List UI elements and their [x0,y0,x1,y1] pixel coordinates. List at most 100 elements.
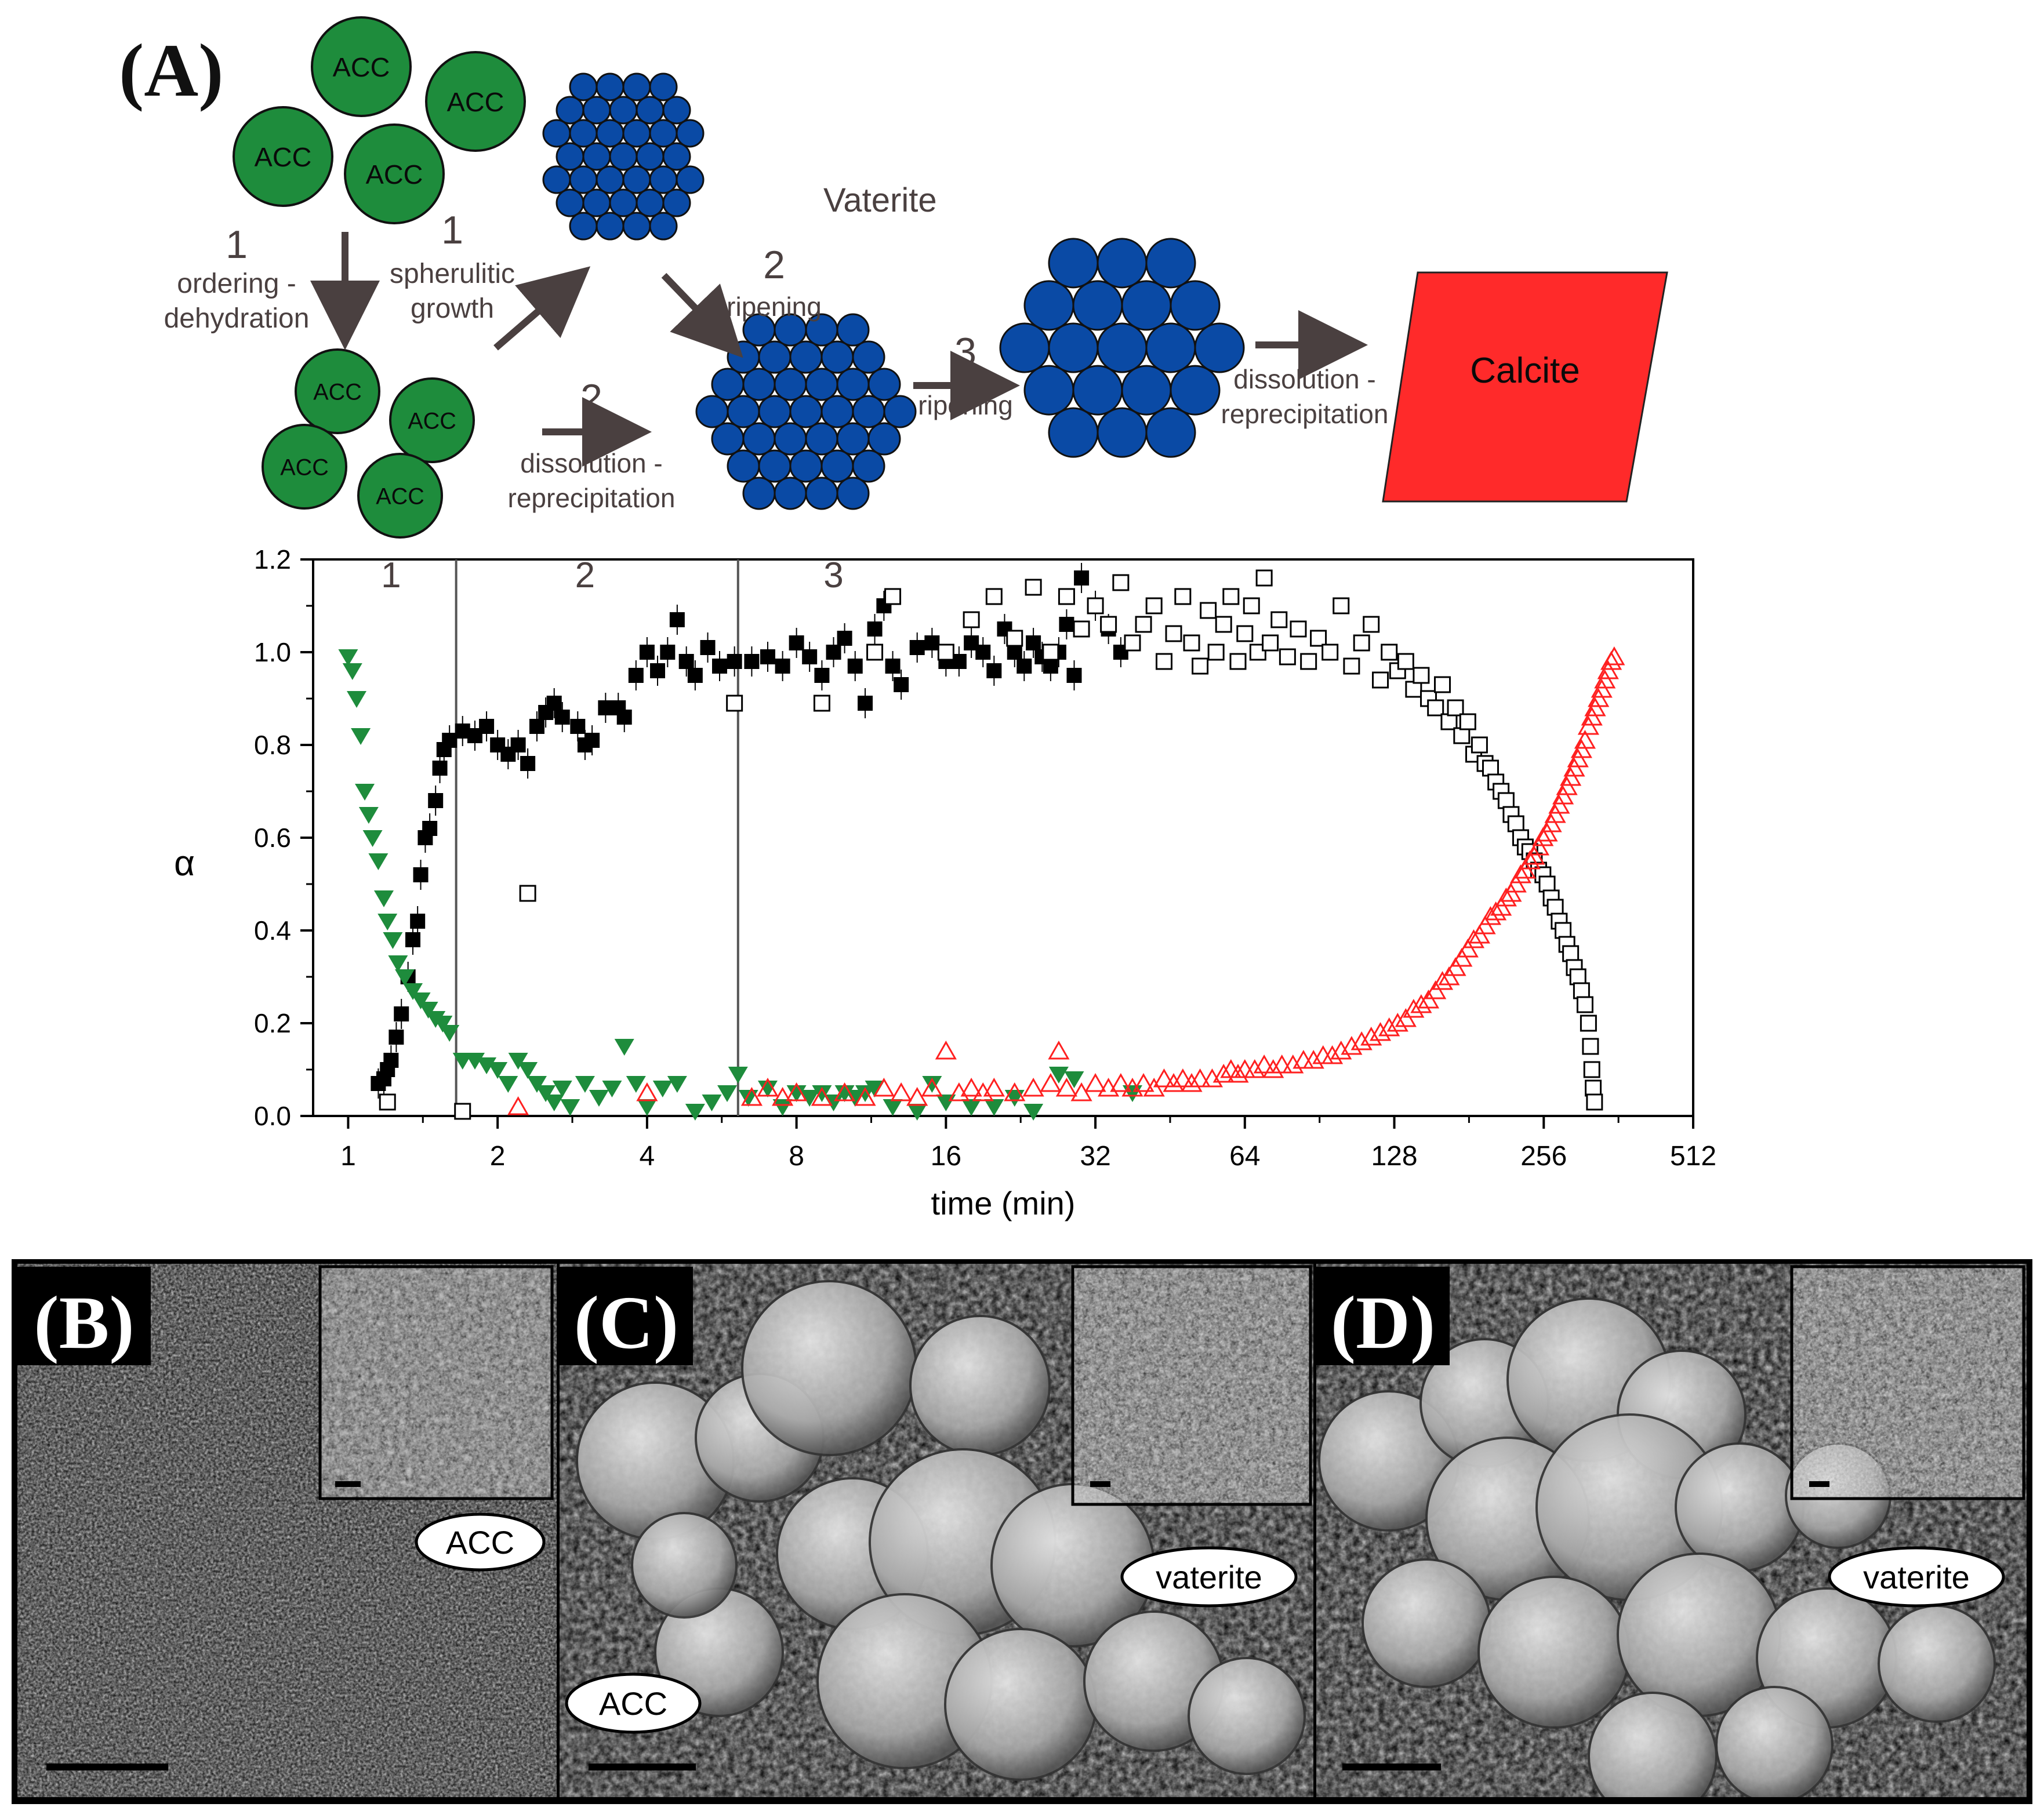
step-dissolution-calcite-line1: dissolution - [1233,364,1375,394]
data-point [433,1016,453,1032]
data-point [907,1104,927,1121]
panel-b-inset-frame [318,1265,554,1500]
data-point [1440,713,1458,730]
y-tick-label: 0.6 [254,823,291,853]
data-point [575,1076,595,1093]
data-point [1509,864,1532,883]
vaterite-spheres-c [576,1280,1306,1781]
data-point [800,1090,820,1107]
data-point [1043,659,1058,674]
data-point [1569,968,1586,986]
data-point [823,1095,844,1111]
data-point [1500,882,1522,902]
data-point [1451,947,1473,967]
vaterite-label: Vaterite [823,181,937,219]
vaterite-subunit [649,119,678,148]
data-point [1153,1068,1175,1088]
data-point [454,1103,471,1120]
vaterite-subunit [789,449,823,483]
data-point [1453,727,1471,744]
data-point [837,631,852,646]
data-point [885,659,901,674]
data-point [1573,982,1590,999]
vaterite-subunit [1097,322,1148,373]
data-point [347,691,367,708]
calcite-label: Calcite [1470,351,1580,391]
vaterite-subunit [676,119,705,148]
y-axis-ticks: 0.0 0.2 0.4 0.6 0.8 1.0 1.2 [254,544,313,1131]
data-point [464,1053,485,1070]
data-point [1431,970,1454,990]
data-point [1462,929,1485,948]
vaterite-subunit [1097,238,1148,289]
data-point [1546,899,1564,916]
vaterite-subunit [609,96,638,125]
vaterite-subunit [556,96,584,125]
data-point [552,1081,572,1097]
panel-d-micrograph [1316,1264,2027,1797]
panel-b-scalebar [46,1764,168,1770]
data-point [1562,945,1580,962]
data-point [377,914,398,930]
step-dissolution-2-line2: reprecipitation [508,483,676,513]
data-point [1378,1017,1400,1037]
vaterite-subunit [1048,322,1099,373]
data-point [1585,1079,1602,1097]
vaterite-subunit [582,96,611,125]
data-point [1514,859,1537,879]
stage-label: 1 [381,555,401,595]
vaterite-subunit [789,340,823,374]
data-point [1548,794,1570,814]
data-point [554,710,570,725]
data-point [717,1085,738,1102]
data-point [368,853,389,870]
data-point [1584,697,1606,717]
data-point [1155,653,1172,670]
data-point [1243,597,1260,615]
data-point [1025,579,1042,596]
data-point [1143,1077,1165,1097]
step-ripening-2-line1: ripening [727,292,822,322]
data-point [1505,873,1527,893]
data-point [1574,729,1596,749]
data-point [986,663,1002,678]
vaterite-subunit [569,212,598,241]
data-point [1353,634,1370,652]
vaterite-sphere [909,1315,1051,1456]
data-point [570,719,586,734]
data-point [740,1086,763,1106]
panel-d-inset [1792,1267,2024,1499]
data-point [984,1099,1004,1116]
series-filled-triangle-down [338,649,1142,1121]
data-point [1064,1071,1084,1088]
data-point [866,643,884,661]
data-point [338,649,358,666]
stage-lines [455,559,739,1116]
data-point [1174,588,1192,605]
data-point [362,830,383,847]
vaterite-sphere [944,1628,1097,1781]
data-point [1321,643,1339,661]
data-point [1527,836,1550,856]
acc-badge-c-text: ACC [599,1685,667,1722]
data-point [702,1095,722,1111]
data-point [440,1025,460,1042]
data-point [1544,803,1566,823]
data-point [602,1081,622,1097]
data-point [1271,1054,1293,1074]
data-point [1591,678,1613,698]
vaterite-subunit [1170,365,1221,416]
data-point [1048,1040,1070,1060]
data-point [432,761,448,776]
panel-label-c: (C) [574,1281,678,1365]
vaterite-subunit [622,72,651,101]
data-point [388,955,408,972]
vaterite-subunit [569,165,598,194]
acc-particle-label: ACC [280,454,329,480]
vaterite-subunit [569,119,598,148]
data-point [1403,998,1425,1018]
vaterite-sphere [1477,1576,1631,1729]
data-point [1532,827,1554,846]
panel-c-micrograph [560,1264,1313,1797]
acc-cluster-top: ACC ACC ACC ACC [233,16,526,224]
